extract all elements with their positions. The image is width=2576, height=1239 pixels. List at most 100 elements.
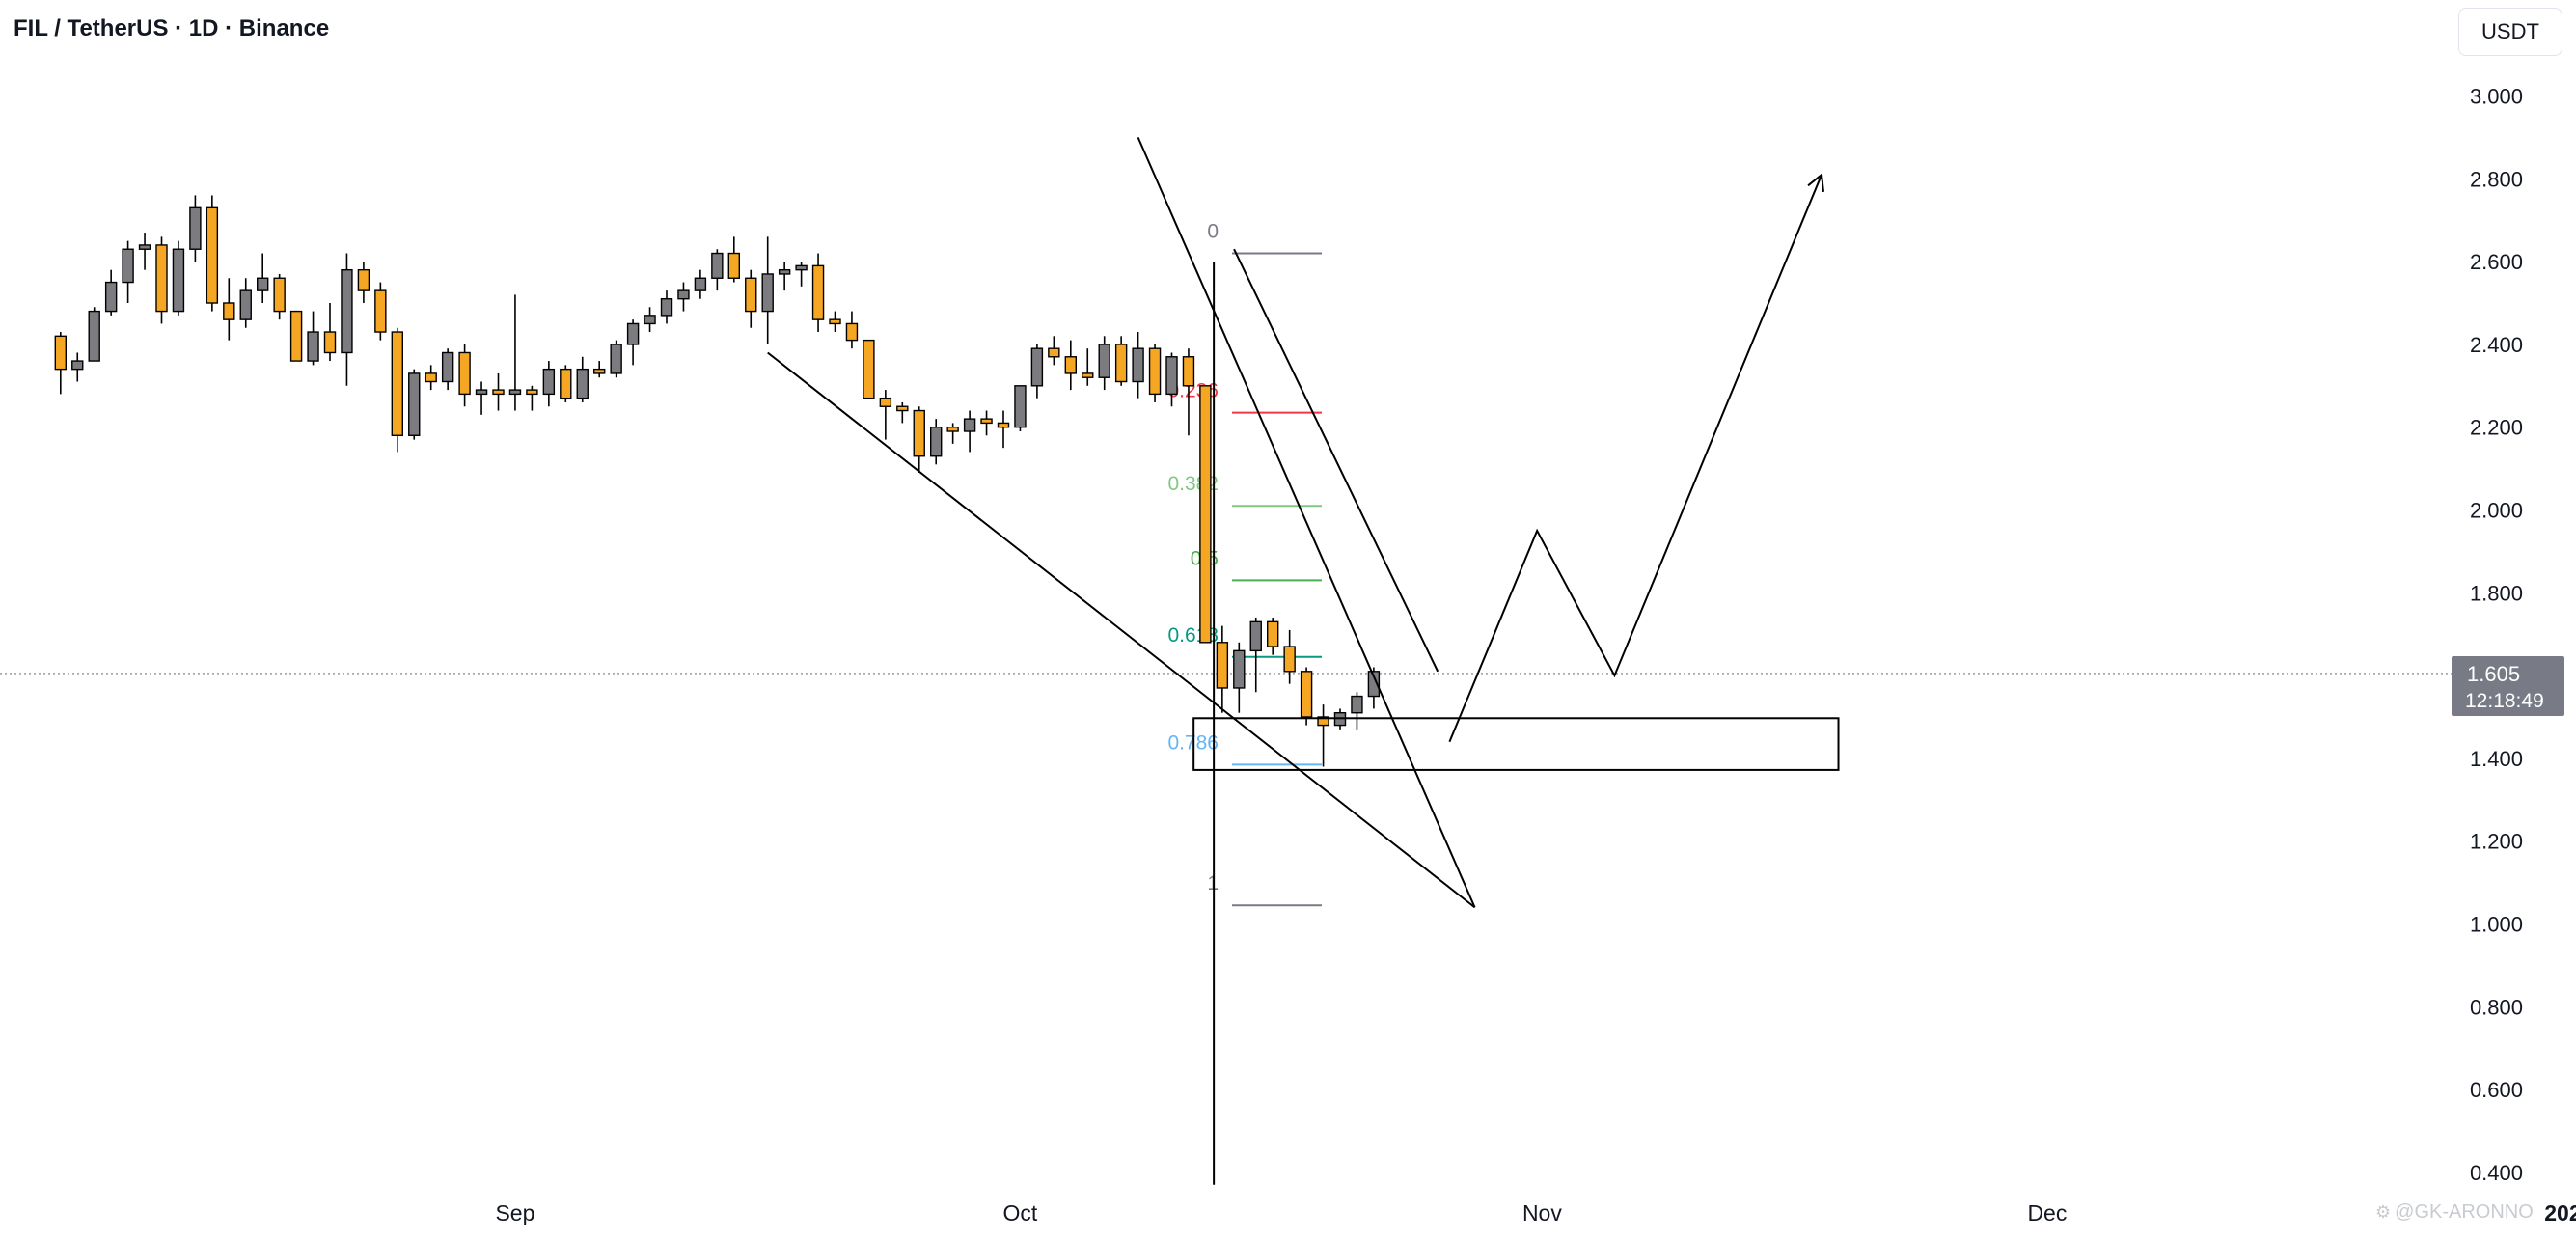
price-label-bg (2452, 656, 2564, 716)
watermark-text: @GK-ARONNO (2395, 1201, 2534, 1223)
price-tick-label: 2.000 (2470, 499, 2523, 523)
candle-body (508, 389, 522, 396)
candle-body (1098, 344, 1110, 378)
price-tick-label: 1.400 (2470, 747, 2523, 771)
time-axis[interactable]: Sep Oct Nov Dec 2026 (495, 1200, 2576, 1225)
candle-body (257, 277, 269, 291)
candle-body (644, 315, 656, 325)
candle-body (1182, 356, 1195, 387)
candle-body (863, 339, 875, 399)
candle-body (526, 389, 538, 396)
candle-body (795, 264, 808, 271)
price-label: 1.605 12:18:49 (2452, 656, 2564, 716)
price-tick-label: 0.800 (2470, 995, 2523, 1019)
projection-path[interactable] (1448, 174, 1822, 743)
candle-body (289, 310, 303, 362)
candle-body (1233, 649, 1246, 689)
candle-body (206, 206, 219, 304)
candle-body (1014, 385, 1027, 428)
candle-body (357, 268, 370, 291)
candle-body (273, 277, 286, 313)
price-tick-label: 1.200 (2470, 830, 2523, 854)
candle-body (745, 277, 757, 313)
candle-body (1351, 695, 1363, 714)
candle-body (980, 418, 993, 425)
price-tick-label: 3.000 (2470, 85, 2523, 109)
candle-body (88, 310, 100, 362)
time-tick-label: Nov (1522, 1200, 1562, 1225)
price-tick-label: 0.600 (2470, 1078, 2523, 1102)
candle-body (1114, 344, 1128, 383)
candle-body (122, 248, 134, 284)
candle-body (155, 244, 168, 313)
support-zone-box[interactable] (1192, 717, 1840, 771)
candle-body (1300, 671, 1313, 718)
time-tick-label: 2026 (2544, 1200, 2576, 1225)
time-tick-label: Oct (1003, 1200, 1038, 1225)
candle-body (610, 344, 622, 374)
currency-button[interactable]: USDT (2458, 8, 2562, 56)
candle-body (845, 322, 859, 342)
candle-body (341, 268, 353, 354)
price-tick-label: 1.800 (2470, 581, 2523, 605)
candle-body (1148, 347, 1162, 396)
candle-body (811, 264, 825, 320)
candle-body (1064, 356, 1078, 374)
price-tick-label: 2.400 (2470, 333, 2523, 357)
price-tick-label: 0.400 (2470, 1161, 2523, 1185)
candle-body (54, 335, 67, 371)
fib-level-label: 0 (1207, 221, 1219, 243)
wedge-upper-trendline[interactable] (1137, 136, 1476, 908)
candle-body (576, 368, 589, 399)
candle-body (138, 244, 151, 250)
candle-body (104, 281, 118, 313)
candle-body (1317, 716, 1329, 727)
candle-body (425, 372, 437, 383)
candle-body (778, 268, 791, 275)
candle-body (1165, 356, 1178, 396)
candle-body (1132, 347, 1144, 383)
candle-body (1082, 372, 1094, 378)
watermark: ⚙ @GK-ARONNO (2375, 1201, 2534, 1224)
price-tick-label: 2.800 (2470, 167, 2523, 191)
price-label-countdown: 12:18:49 (2465, 690, 2544, 712)
candle-body (374, 289, 387, 333)
candle-body (1030, 347, 1044, 387)
candle-body (1367, 671, 1381, 698)
candle-body (761, 273, 774, 313)
time-tick-label: Dec (2027, 1200, 2067, 1225)
candle-body (1283, 646, 1296, 673)
candle-body (391, 331, 403, 436)
candle-body (896, 405, 909, 412)
candle-body (307, 331, 319, 362)
candle-body (1266, 620, 1279, 647)
projection-arrowhead (1807, 173, 1825, 193)
candle-body (913, 409, 925, 457)
candle-body (930, 427, 943, 457)
candle-body (660, 298, 673, 317)
candle-body (677, 289, 690, 300)
candle-body (946, 427, 959, 432)
candle-body (694, 277, 707, 291)
wedge-lower-trendline[interactable] (767, 351, 1476, 909)
price-axis[interactable]: 3.0002.8002.6002.4002.2002.0001.8001.600… (2470, 85, 2523, 1185)
channel-trendline[interactable] (1233, 248, 1439, 673)
candlestick-series (54, 195, 1381, 767)
candle-body (323, 331, 337, 354)
price-label-value: 1.605 (2467, 662, 2520, 686)
drawings[interactable] (767, 136, 1840, 1185)
candle-body (441, 351, 454, 383)
candle-body (71, 360, 84, 371)
candle-body (1199, 385, 1212, 644)
candle-body (711, 252, 724, 279)
candle-body (239, 289, 252, 320)
candle-body (189, 206, 202, 250)
candle-body (492, 389, 505, 396)
candle-body (458, 351, 471, 396)
tradingview-logo-icon: ⚙ (2375, 1202, 2392, 1222)
price-tick-label: 2.600 (2470, 250, 2523, 274)
candle-body (223, 302, 235, 320)
candle-body (408, 372, 421, 436)
